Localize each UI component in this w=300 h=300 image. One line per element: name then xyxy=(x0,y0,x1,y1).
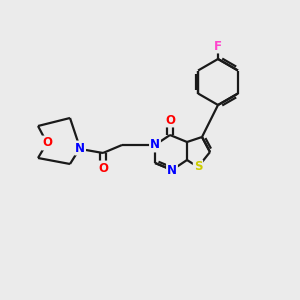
Text: S: S xyxy=(194,160,202,173)
Text: O: O xyxy=(42,136,52,149)
Text: O: O xyxy=(98,161,108,175)
Text: N: N xyxy=(150,139,160,152)
Text: N: N xyxy=(75,142,85,154)
Text: O: O xyxy=(165,113,175,127)
Text: N: N xyxy=(167,164,177,176)
Text: F: F xyxy=(214,40,222,52)
